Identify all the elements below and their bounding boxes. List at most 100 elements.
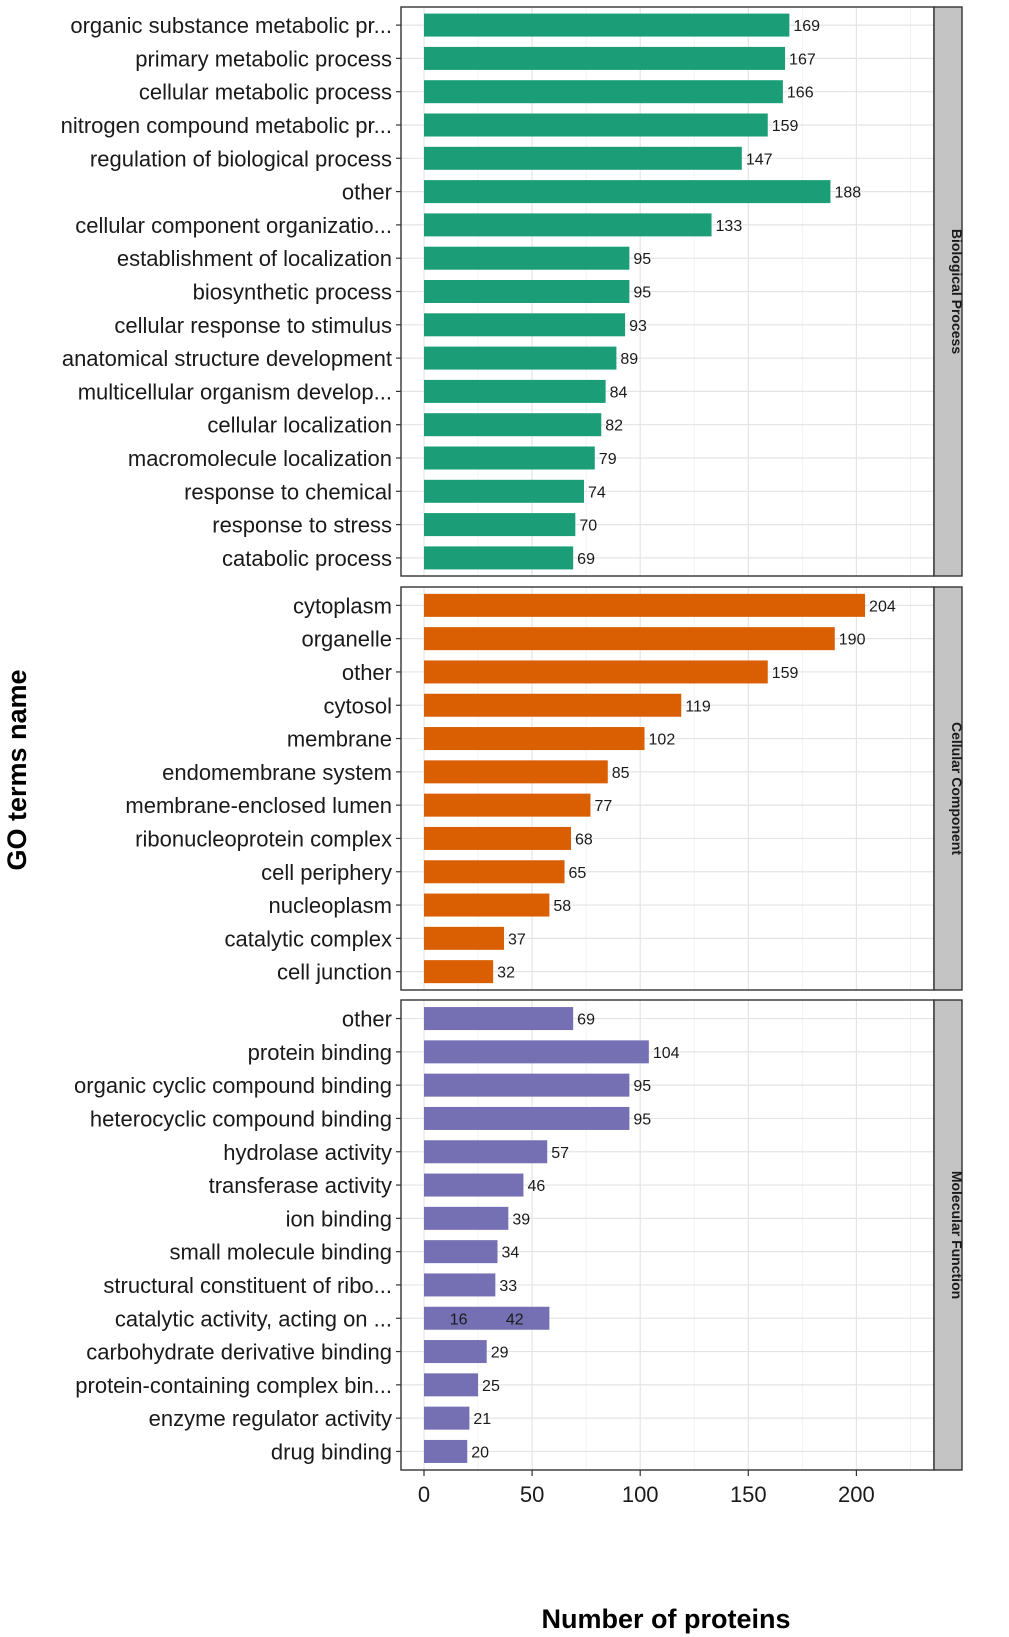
bar [424,1240,498,1264]
bar [424,1340,487,1364]
value-label: 93 [629,318,647,335]
category-label: regulation of biological process [90,146,392,171]
value-label: 204 [869,598,896,615]
value-label: 190 [839,632,866,649]
bar [424,213,712,237]
bar [424,1273,496,1297]
category-label: primary metabolic process [135,46,392,71]
panel-cellular-component: 204 cytoplasm 190 organelle 159 other 119 cytos… [125,586,965,991]
bar [424,1007,574,1031]
facet-strip-label: Biological Process [949,229,965,354]
bar [424,1373,479,1397]
value-label: 85 [612,765,630,782]
facet-strip [933,6,963,577]
bar [424,280,630,303]
category-label: protein-containing complex bin... [75,1373,392,1398]
bar [424,146,742,170]
value-label: 167 [789,51,816,68]
category-label: establishment of localization [117,246,392,271]
category-label: cellular component organizatio... [75,213,392,238]
category-label: biosynthetic process [193,280,392,305]
category-label: response to stress [212,513,392,538]
category-label: drug binding [271,1439,392,1464]
value-label: 42 [506,1311,524,1328]
bar [424,513,576,537]
value-label: 95 [633,251,651,268]
y-axis-title: GO terms name [2,669,32,870]
facet-strip [933,999,963,1471]
value-label: 84 [610,384,628,401]
category-label: endomembrane system [162,760,392,785]
bar [424,1140,548,1164]
panel-molecular-function: 69 other 104 protein binding 95 organic cycli… [74,999,965,1471]
category-label: small molecule binding [169,1240,392,1265]
category-label: anatomical structure development [62,346,392,371]
value-label: 104 [653,1045,680,1062]
category-label: other [342,1007,392,1032]
category-label: cellular localization [207,413,392,438]
category-label: enzyme regulator activity [149,1406,392,1431]
value-label: 95 [633,1111,651,1128]
category-label: other [342,180,392,205]
category-label: transferase activity [209,1173,392,1198]
x-tick-label: 200 [838,1482,875,1507]
value-label: 65 [569,865,587,882]
value-label: 79 [599,451,617,468]
value-label: 188 [834,185,861,202]
value-label: 166 [787,85,814,102]
category-label: heterocyclic compound binding [90,1106,392,1131]
category-label: cell periphery [261,860,392,885]
value-label: 16 [450,1311,468,1328]
bar [424,1040,649,1064]
value-label: 159 [772,665,799,682]
bar [424,379,606,403]
value-label: 169 [793,18,820,35]
x-axis-title: Number of proteins [541,1604,790,1634]
value-label: 46 [527,1178,545,1195]
bar [424,313,626,337]
bar [424,1306,550,1330]
bar [424,627,835,651]
category-label: catalytic activity, acting on ... [115,1306,392,1331]
value-label: 89 [620,351,638,368]
value-label: 70 [579,518,597,535]
x-tick-label: 50 [520,1482,544,1507]
category-label: cytosol [324,693,392,718]
facet-strip [933,586,963,991]
bar [424,693,682,717]
value-label: 119 [685,698,711,715]
bar [424,660,768,684]
category-label: nitrogen compound metabolic pr... [61,113,392,138]
bar [424,46,786,70]
value-label: 68 [575,831,593,848]
value-label: 37 [508,931,526,948]
value-label: 39 [512,1211,530,1228]
category-label: catalytic complex [224,926,392,951]
value-label: 74 [588,484,606,501]
category-label: cellular metabolic process [139,80,392,105]
value-label: 58 [553,898,571,915]
category-label: cell junction [277,960,392,985]
category-label: macromolecule localization [128,446,392,471]
category-label: organelle [301,627,392,652]
category-label: organic substance metabolic pr... [70,13,392,38]
value-label: 133 [716,218,743,235]
value-label: 95 [633,285,651,302]
bar [424,1106,630,1130]
bar [424,960,494,984]
bar [424,926,504,950]
bar [424,346,617,370]
bar [424,1173,524,1197]
category-label: carbohydrate derivative binding [86,1340,392,1365]
category-label: multicellular organism develop... [78,379,392,404]
value-label: 102 [649,732,676,749]
bar [424,80,783,104]
bar [424,893,550,917]
category-label: organic cyclic compound binding [74,1073,392,1098]
value-label: 77 [594,798,612,815]
panels-layer: 169 organic substance metabolic pr... 167 p… [61,6,965,1471]
bar [424,860,565,884]
value-label: 82 [605,418,623,435]
panel-background [401,1000,934,1470]
